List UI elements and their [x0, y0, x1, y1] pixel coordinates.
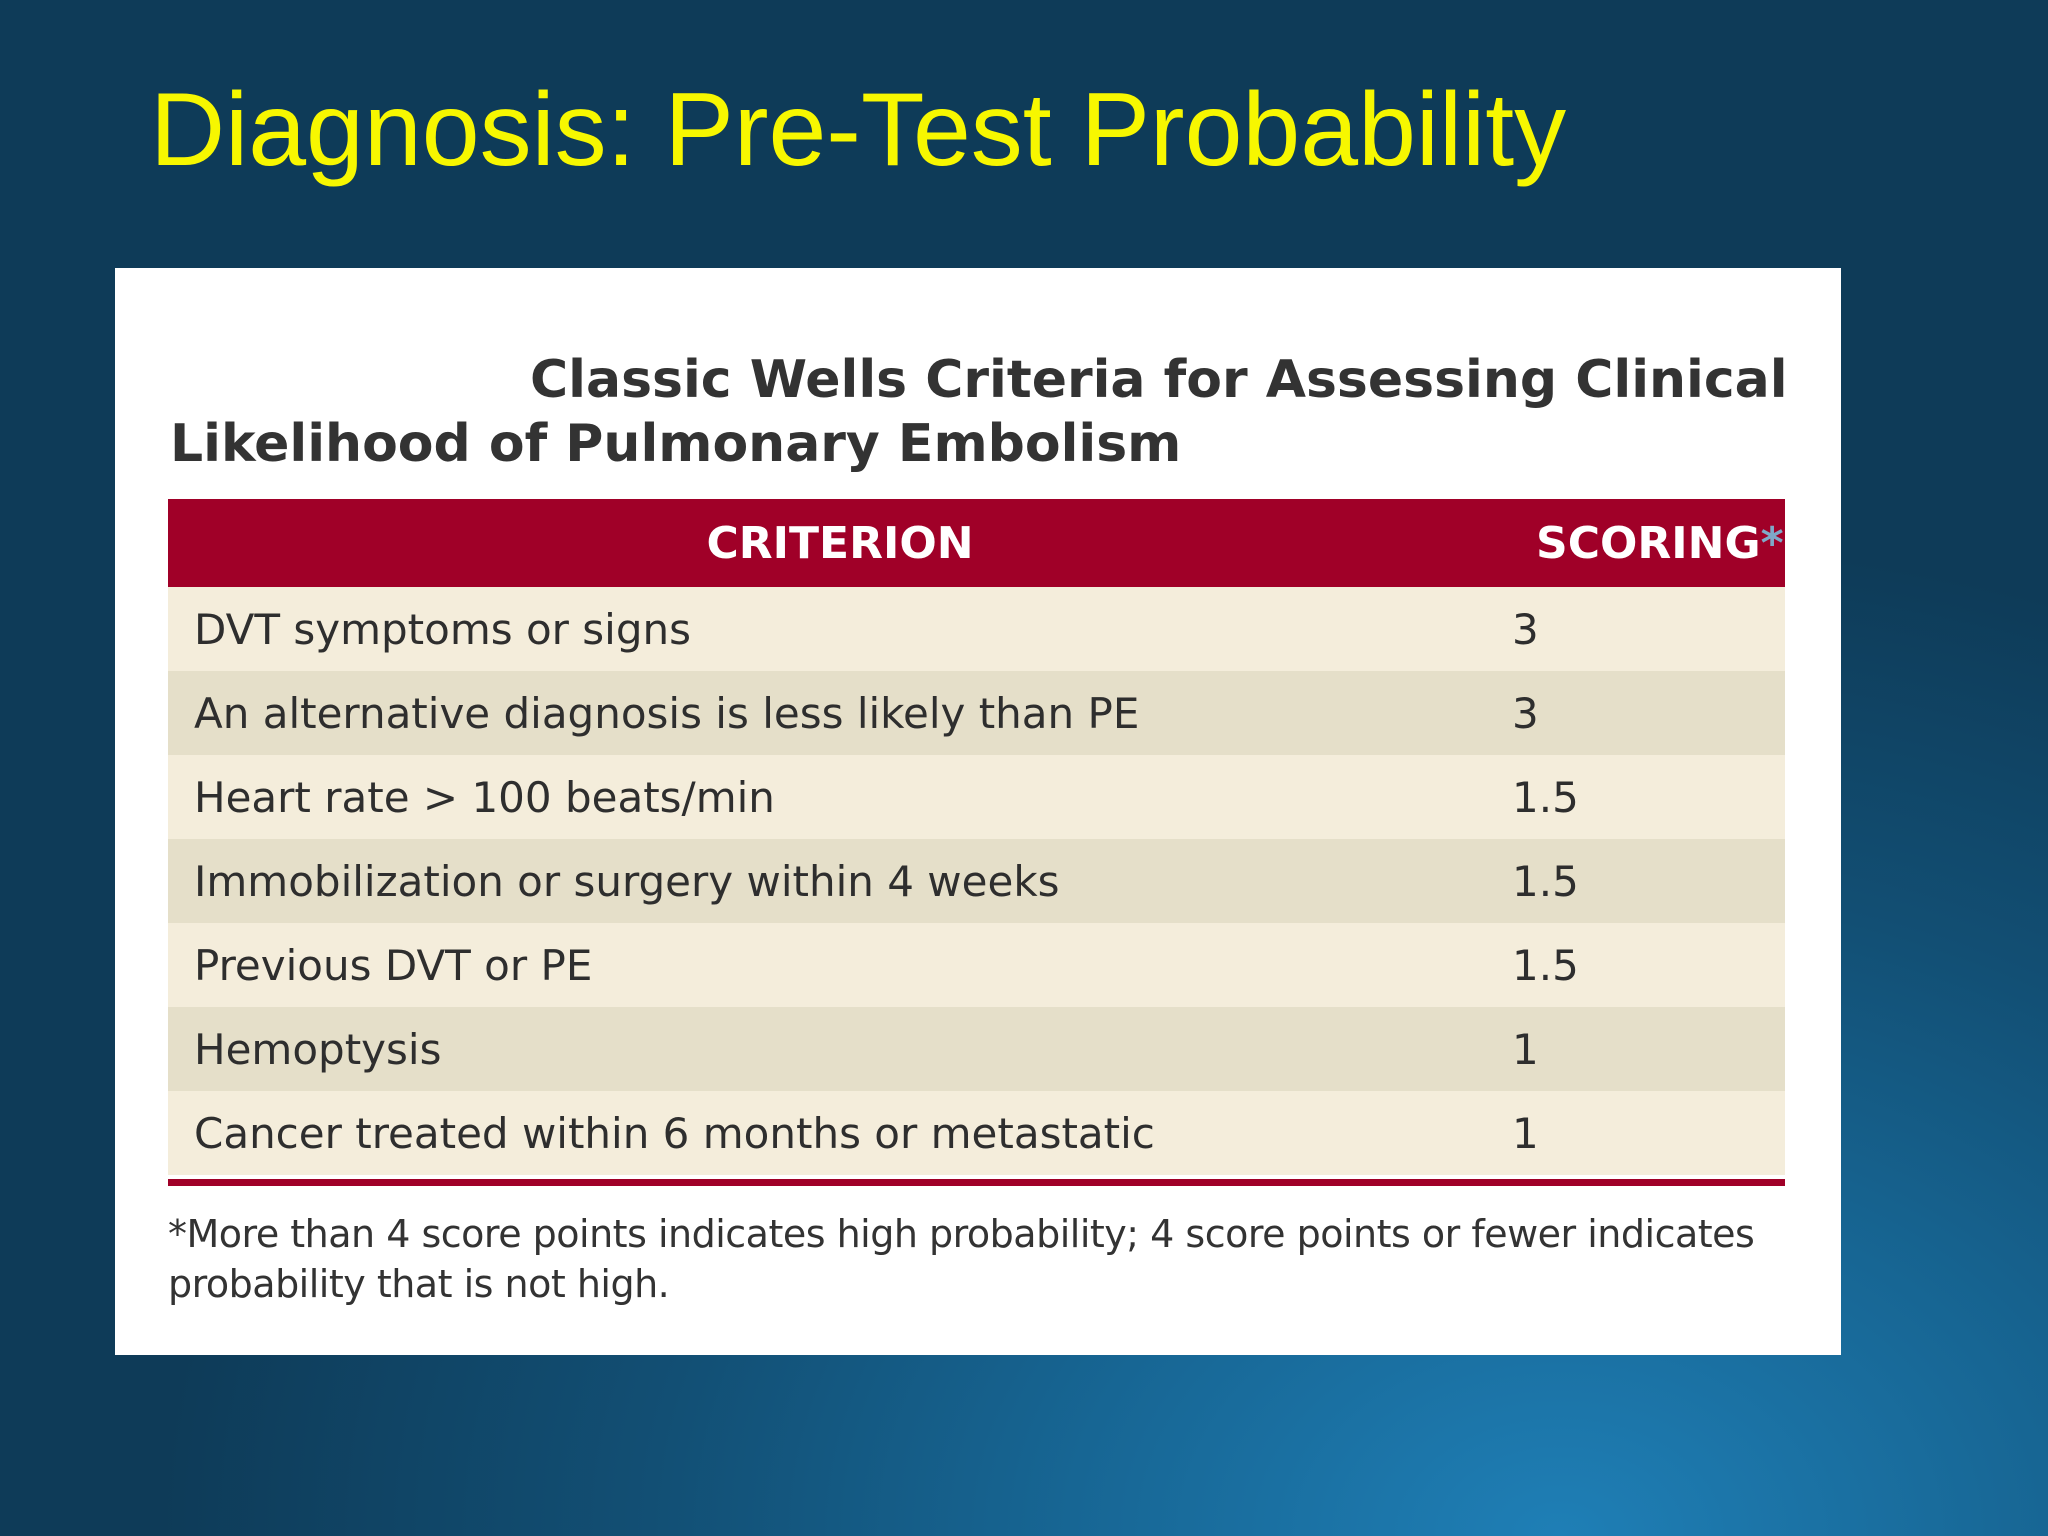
score-cell: 1: [1512, 1024, 1539, 1074]
score-cell: 1.5: [1512, 772, 1579, 822]
criterion-cell: An alternative diagnosis is less likely …: [194, 688, 1140, 738]
score-cell: 3: [1512, 688, 1539, 738]
table-row: Immobilization or surgery within 4 weeks…: [168, 839, 1785, 923]
criterion-cell: Immobilization or surgery within 4 weeks: [194, 856, 1060, 906]
table-header: CRITERION SCORING*: [168, 499, 1785, 587]
table-title-line2: Likelihood of Pulmonary Embolism: [170, 414, 1182, 474]
header-scoring-label: SCORING: [1536, 517, 1761, 569]
table-row: Heart rate > 100 beats/min 1.5: [168, 755, 1785, 839]
header-criterion: CRITERION: [706, 517, 974, 569]
table-row: DVT symptoms or signs 3: [168, 587, 1785, 671]
score-cell: 1.5: [1512, 856, 1579, 906]
table-row: Previous DVT or PE 1.5: [168, 923, 1785, 1007]
footnote-line2: probability that is not high.: [168, 1262, 670, 1306]
wells-criteria-figure: Classic Wells Criteria for Assessing Cli…: [115, 268, 1841, 1355]
wells-criteria-table: CRITERION SCORING* DVT symptoms or signs…: [168, 499, 1785, 1186]
table-title: Classic Wells Criteria for Assessing Cli…: [170, 348, 1790, 476]
score-cell: 1.5: [1512, 940, 1579, 990]
table-title-line1: Classic Wells Criteria for Assessing Cli…: [530, 350, 1788, 410]
table-row: Hemoptysis 1: [168, 1007, 1785, 1091]
table-row: An alternative diagnosis is less likely …: [168, 671, 1785, 755]
header-scoring-footnote-marker: *: [1760, 517, 1784, 569]
score-cell: 3: [1512, 604, 1539, 654]
criterion-cell: Hemoptysis: [194, 1024, 442, 1074]
criterion-cell: DVT symptoms or signs: [194, 604, 691, 654]
criterion-cell: Heart rate > 100 beats/min: [194, 772, 775, 822]
score-cell: 1: [1512, 1108, 1539, 1158]
slide-title: Diagnosis: Pre-Test Probability: [150, 72, 1567, 188]
criterion-cell: Previous DVT or PE: [194, 940, 593, 990]
table-row: Cancer treated within 6 months or metast…: [168, 1091, 1785, 1175]
table-bottom-rule: [168, 1179, 1785, 1186]
header-scoring: SCORING*: [1512, 518, 1785, 569]
criterion-cell: Cancer treated within 6 months or metast…: [194, 1108, 1155, 1158]
table-footnote: *More than 4 score points indicates high…: [168, 1209, 1808, 1309]
footnote-line1: *More than 4 score points indicates high…: [168, 1212, 1755, 1256]
